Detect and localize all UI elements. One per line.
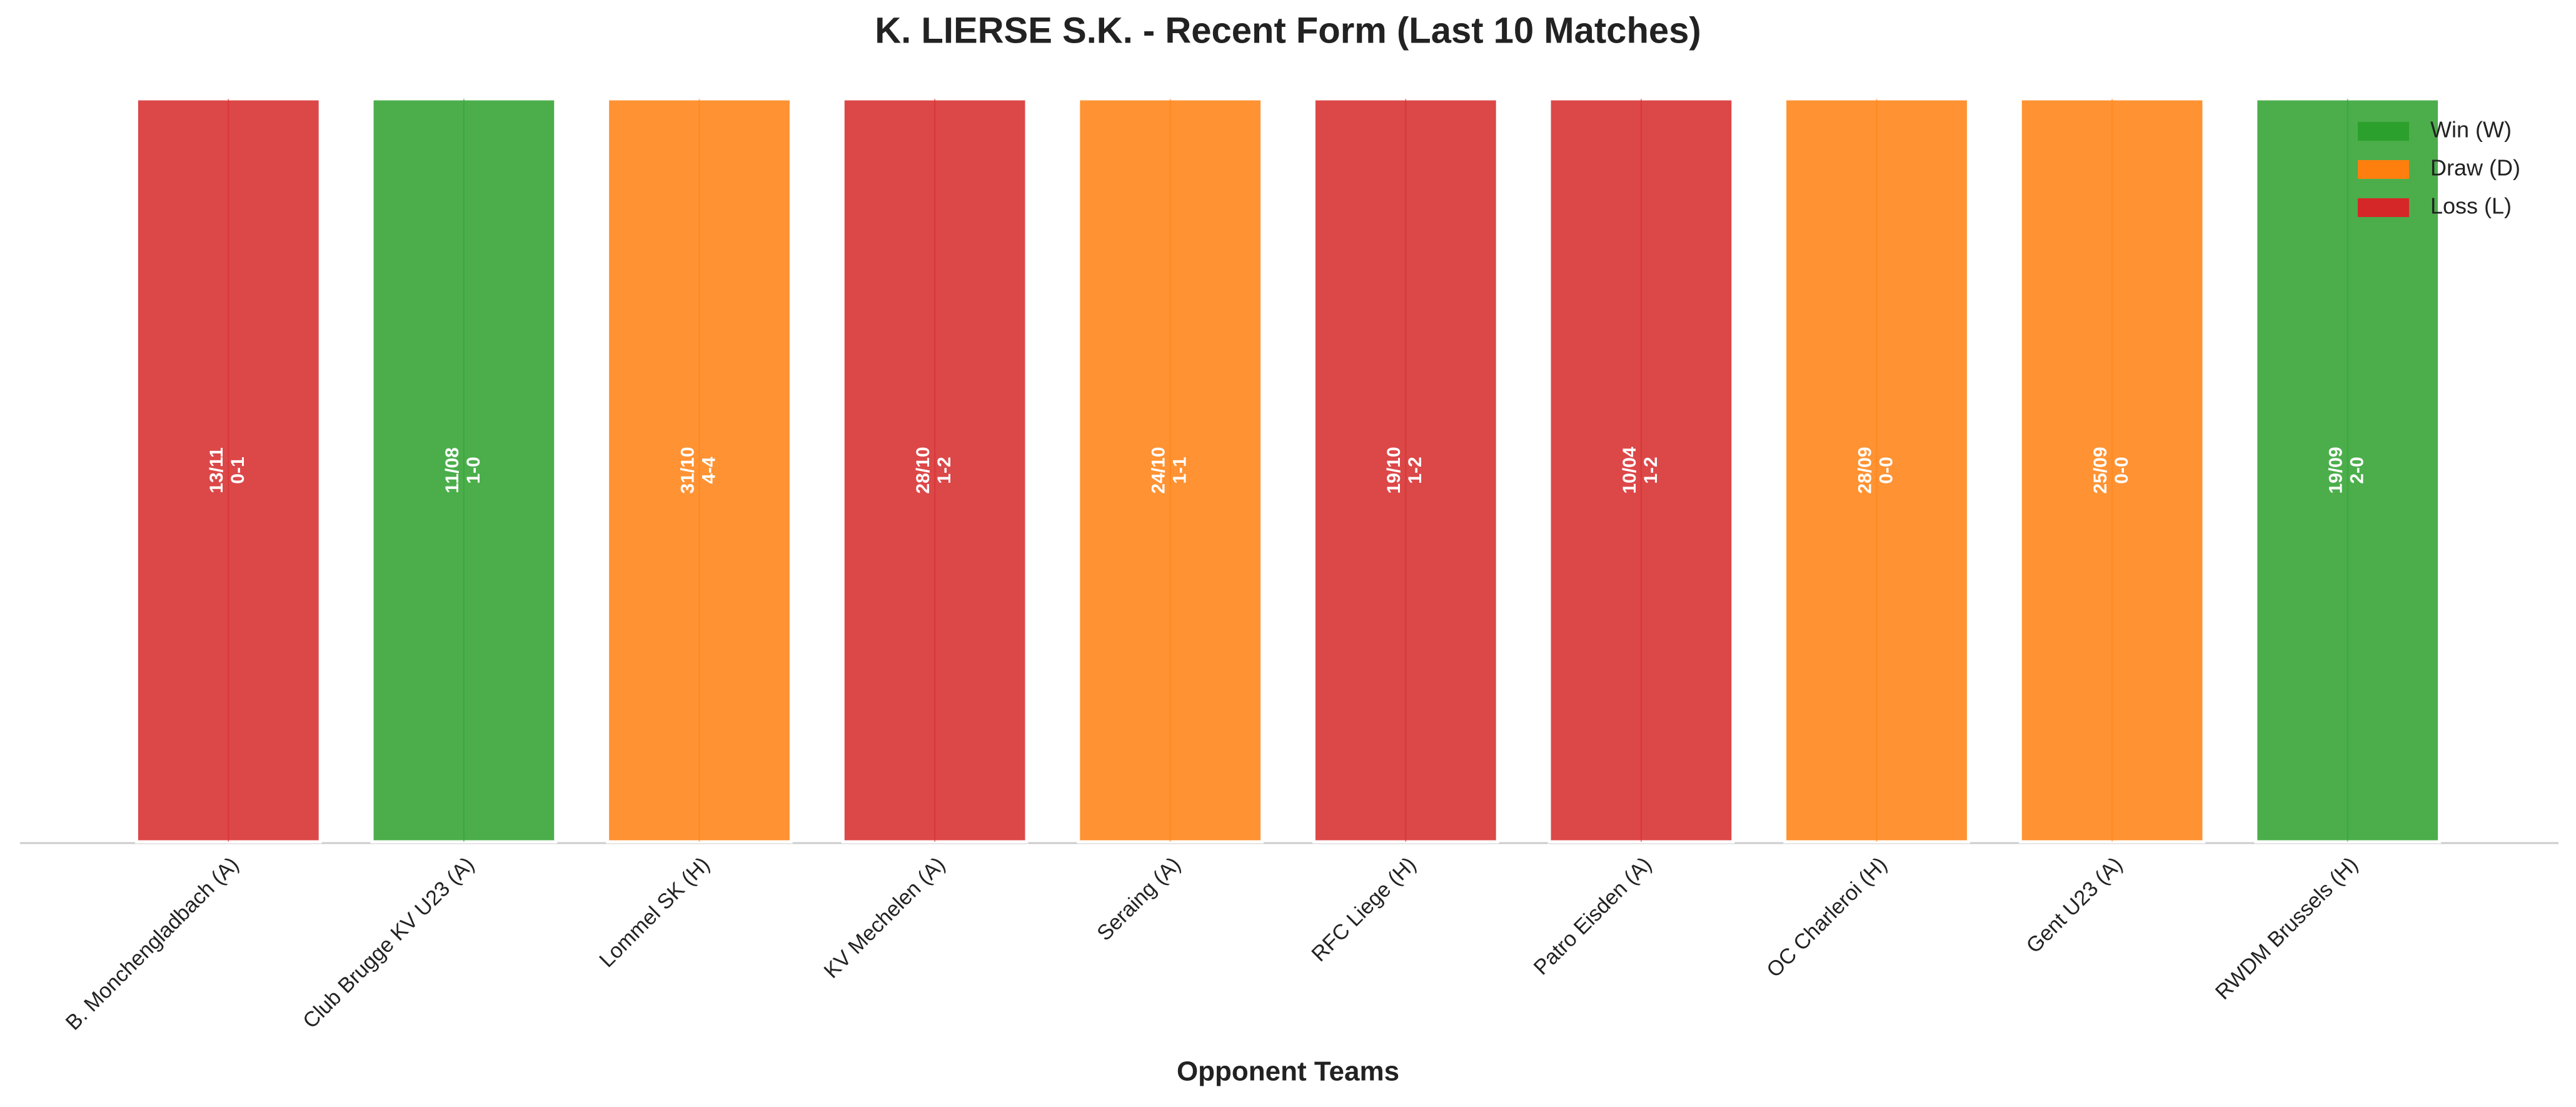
match-date: 25/09	[2090, 447, 2111, 493]
match-score: 1-1	[1170, 457, 1190, 483]
x-tick-label: KV Mechelen (A)	[820, 852, 950, 983]
x-tick-label: RFC Liege (H)	[1307, 852, 1421, 966]
legend-label: Loss (L)	[2430, 193, 2512, 219]
match-score: 4-4	[698, 457, 719, 484]
match-date: 24/10	[1149, 447, 1169, 493]
x-tick-label: Seraing (A)	[1092, 852, 1185, 945]
x-tick-label: OC Charleroi (H)	[1762, 852, 1891, 982]
match-date: 19/10	[1384, 447, 1404, 493]
match-score: 1-2	[1641, 457, 1661, 483]
match-score: 1-2	[934, 457, 955, 483]
match-score: 0-1	[228, 457, 248, 483]
legend-label: Win (W)	[2430, 117, 2512, 143]
x-tick-label: Lommel SK (H)	[595, 852, 714, 972]
match-score: 1-2	[1405, 457, 1426, 483]
match-score: 0-0	[1876, 457, 1896, 483]
legend-swatch	[2358, 198, 2409, 217]
legend-label: Draw (D)	[2430, 155, 2520, 181]
x-tick-label: Gent U23 (A)	[2022, 852, 2128, 958]
match-date: 10/04	[1619, 447, 1640, 493]
match-date: 28/10	[913, 447, 933, 493]
match-date: 19/09	[2326, 447, 2347, 493]
match-date: 31/10	[677, 447, 698, 493]
x-tick-label: Club Brugge KV U23 (A)	[298, 852, 479, 1033]
x-tick-label: B. Monchengladbach (A)	[61, 852, 243, 1034]
match-score: 2-0	[2347, 457, 2368, 483]
x-tick-label: Patro Eisden (A)	[1529, 852, 1656, 979]
legend-swatch	[2358, 160, 2409, 179]
match-date: 11/08	[442, 447, 463, 493]
legend-swatch	[2358, 122, 2409, 141]
chart-title: K. LIERSE S.K. - Recent Form (Last 10 Ma…	[875, 10, 1701, 51]
match-date: 13/11	[206, 447, 227, 493]
x-tick-label: RWDM Brussels (H)	[2211, 852, 2363, 1004]
match-date: 28/09	[1854, 447, 1875, 493]
x-axis-label: Opponent Teams	[1177, 1056, 1399, 1087]
match-score: 0-0	[2111, 457, 2132, 483]
match-score: 1-0	[463, 457, 484, 483]
